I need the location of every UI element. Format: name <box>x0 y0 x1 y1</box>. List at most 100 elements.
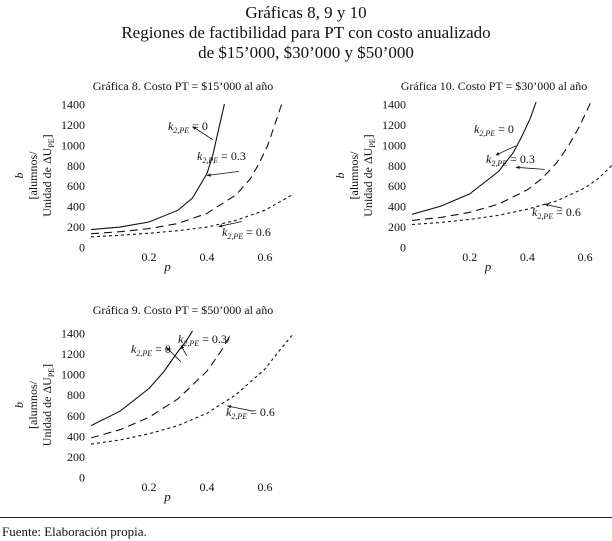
y-axis-label-main: Unidad de ΔU <box>361 147 375 216</box>
y-axis-label-line1: b <box>333 173 347 179</box>
y-axis-label-tail: ] <box>40 134 54 138</box>
y-axis-label: b [alumnos/Unidad de ΔUPE] <box>12 134 56 216</box>
y-tick-label: 200 <box>67 220 85 234</box>
chart-title: Gráfica 9. Costo PT = $50’000 al año <box>93 303 274 317</box>
x-axis-label: p <box>484 259 492 274</box>
series-label-symbol: k <box>222 225 228 239</box>
series-label-symbol: k <box>197 149 203 163</box>
y-tick-label: 400 <box>67 200 85 214</box>
series-label-symbol: k <box>131 342 137 356</box>
series-line-k0-6 <box>91 332 294 445</box>
series-label-subscript: 2,PE <box>173 126 189 135</box>
series-label-subscript: 2,PE <box>231 412 247 421</box>
figure-title-line3: de $15’000, $30’000 y $50’000 <box>198 43 414 62</box>
series-label-value: = 0 <box>495 122 514 136</box>
series-label-k0-3: k2,PE = 0.3/ <box>178 332 231 348</box>
figure-title-line1: Gráficas 8, 9 y 10 <box>245 3 367 22</box>
series-label-k0-6: k2,PE = 0.6 <box>226 405 275 421</box>
series-line-k0-3 <box>91 334 231 439</box>
y-axis-label-line3: Unidad de ΔUPE] <box>40 364 56 446</box>
footer-rule <box>0 517 612 518</box>
series-label-arrow <box>192 126 214 141</box>
series-label-symbol: k <box>474 122 480 136</box>
y-tick-label: 0 <box>79 241 85 255</box>
series-label-arrow <box>515 166 545 170</box>
y-tick-label: 800 <box>67 388 85 402</box>
y-axis-label-sub: PE <box>368 138 377 147</box>
series-label-k0-6: k2,PE = 0.6 <box>222 225 271 241</box>
y-tick-label: 200 <box>388 220 406 234</box>
y-axis-label: b [alumnos/Unidad de ΔUPE] <box>12 364 56 446</box>
series-label-arrowhead <box>192 126 197 130</box>
y-tick-label: 800 <box>388 159 406 173</box>
y-axis-label-tail: ] <box>361 134 375 138</box>
y-tick-label: 400 <box>67 429 85 443</box>
series-label-arrowhead <box>166 347 171 352</box>
y-tick-label: 1400 <box>61 98 85 112</box>
series-label-arrow <box>218 221 242 227</box>
y-tick-label: 0 <box>79 471 85 485</box>
x-tick-label: 0.6 <box>258 250 273 264</box>
y-axis-label-line2: [alumnos/ <box>347 151 361 200</box>
series-label-subscript: 2,PE <box>136 349 152 358</box>
series-label-subscript: 2,PE <box>202 156 218 165</box>
series-line-k0 <box>91 330 193 427</box>
x-tick-label: 0.4 <box>200 480 215 494</box>
y-tick-label: 600 <box>67 179 85 193</box>
series-label-k0-6: k2,PE = 0.6 <box>532 205 581 221</box>
chart-panel-2: Gráfica 10. Costo PT = $30’000 al año 0 20… <box>333 79 612 274</box>
x-tick-label: 0.2 <box>462 250 477 264</box>
y-tick-label: 1200 <box>61 118 85 132</box>
y-axis-label-line1: b <box>12 173 26 179</box>
series-line-k0 <box>412 101 537 215</box>
y-axis-label: b [alumnos/Unidad de ΔUPE] <box>333 134 377 216</box>
series-label-k0: k2,PE = 0 <box>474 122 514 138</box>
series-label-arrowhead <box>207 173 211 177</box>
y-tick-label: 1200 <box>61 347 85 361</box>
series-label-arrowhead <box>515 165 520 170</box>
series-line-k0-6 <box>412 164 612 226</box>
x-tick-label: 0.4 <box>520 250 535 264</box>
series-label-arrowhead <box>180 345 185 350</box>
series-label-value: = 0.3/ <box>199 332 231 346</box>
x-axis-label: p <box>163 259 171 274</box>
series-label-k0: k2,PE = 0 <box>168 119 208 135</box>
series-label-arrow <box>206 171 239 176</box>
x-tick-label: 0.6 <box>578 250 593 264</box>
chart-panel-3: Gráfica 9. Costo PT = $50’000 al año 0 200… <box>12 303 294 504</box>
y-tick-label: 1200 <box>382 118 406 132</box>
series-label-k0: k2,PE = 0 <box>131 342 171 358</box>
x-axis-label: p <box>163 489 171 504</box>
y-tick-label: 1000 <box>61 138 85 152</box>
series-label-symbol: k <box>486 152 492 166</box>
y-axis-label-sub: PE <box>47 138 56 147</box>
series-label-arrowhead <box>227 405 232 409</box>
series-line-k0-3 <box>412 101 592 221</box>
series-label-symbol: k <box>178 332 184 346</box>
series-label-arrowhead <box>544 203 549 207</box>
series-label-arrow <box>227 405 254 412</box>
series-label-symbol: k <box>226 405 232 419</box>
series-label-arrow <box>495 145 517 156</box>
y-axis-label-line3: Unidad de ΔUPE] <box>40 134 56 216</box>
y-axis-label-line3: Unidad de ΔUPE] <box>361 134 377 216</box>
chart-title: Gráfica 10. Costo PT = $30’000 al año <box>401 79 588 93</box>
series-label-subscript: 2,PE <box>479 129 495 138</box>
series-label-subscript: 2,PE <box>183 339 199 348</box>
series-label-symbol: k <box>532 205 538 219</box>
series-label-subscript: 2,PE <box>491 159 507 168</box>
y-axis-label-line2: [alumnos/ <box>26 380 40 429</box>
series-label-value: = 0.3 <box>507 152 535 166</box>
y-tick-label: 600 <box>67 409 85 423</box>
y-axis-label-line1: b <box>12 402 26 408</box>
y-tick-label: 800 <box>67 159 85 173</box>
series-label-k0-3: k2,PE = 0.3 <box>197 149 246 165</box>
y-tick-label: 1000 <box>382 138 406 152</box>
series-label-subscript: 2,PE <box>227 232 243 241</box>
figure-title-line2: Regiones de factibilidad para PT con cos… <box>121 23 491 42</box>
y-axis-label-sub: PE <box>47 368 56 377</box>
y-tick-label: 200 <box>67 450 85 464</box>
series-line-k0-3 <box>91 101 283 235</box>
series-label-value: = 0.6 <box>553 205 581 219</box>
